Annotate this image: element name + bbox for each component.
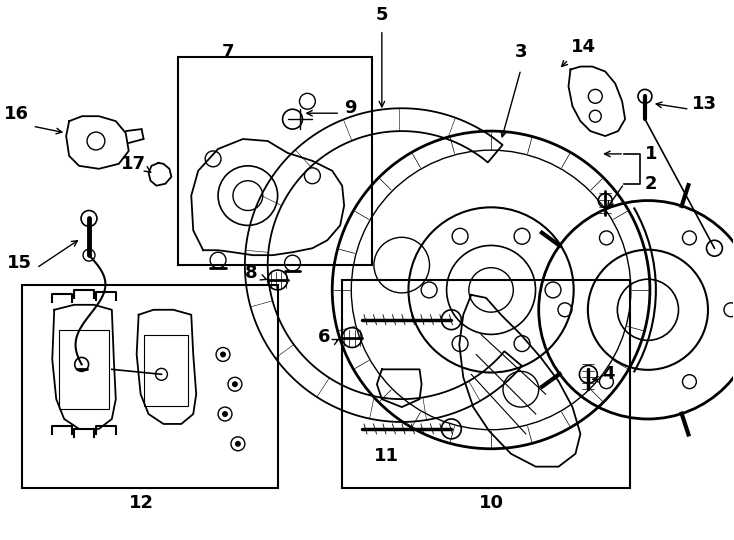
- Text: 4: 4: [602, 365, 614, 383]
- Text: 3: 3: [515, 43, 527, 60]
- Circle shape: [235, 441, 241, 447]
- Text: 8: 8: [245, 264, 258, 282]
- Text: 15: 15: [7, 254, 32, 272]
- Text: 17: 17: [120, 155, 145, 173]
- Text: 13: 13: [691, 95, 716, 113]
- Text: 2: 2: [645, 175, 658, 193]
- Text: 12: 12: [129, 494, 154, 512]
- Text: 9: 9: [344, 99, 357, 117]
- Circle shape: [232, 381, 238, 387]
- Bar: [23, 285, 277, 489]
- Text: 10: 10: [479, 494, 504, 512]
- Bar: [144, 335, 189, 406]
- Text: 11: 11: [374, 447, 399, 465]
- Bar: [178, 57, 372, 265]
- Text: 5: 5: [376, 6, 388, 24]
- Bar: [59, 329, 109, 409]
- Text: 7: 7: [222, 43, 234, 60]
- Text: 16: 16: [4, 105, 29, 123]
- Text: 14: 14: [570, 38, 595, 56]
- Circle shape: [220, 352, 226, 357]
- Circle shape: [222, 411, 228, 417]
- Bar: [342, 280, 630, 489]
- Text: 1: 1: [645, 145, 658, 163]
- Text: 6: 6: [318, 328, 330, 346]
